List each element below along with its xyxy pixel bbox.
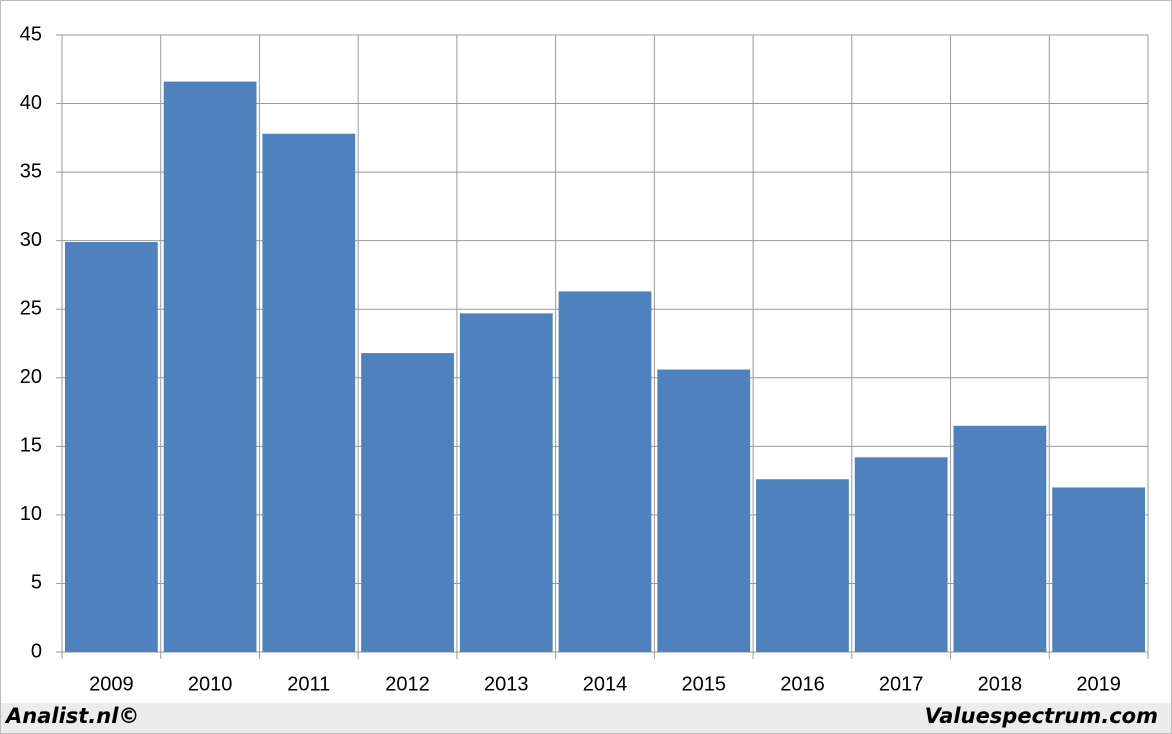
y-tick-label: 15 — [20, 435, 42, 457]
x-tick-label: 2010 — [188, 673, 233, 695]
bar — [1052, 487, 1146, 652]
x-tick-label: 2011 — [287, 673, 330, 695]
y-tick-label: 35 — [20, 160, 42, 182]
x-tick-label: 2014 — [583, 673, 628, 695]
bar — [163, 81, 257, 652]
bar — [361, 353, 454, 652]
x-tick-label: 2018 — [978, 673, 1023, 695]
x-tick-label: 2012 — [385, 673, 430, 695]
y-tick-label: 40 — [20, 92, 42, 114]
bar — [459, 313, 553, 652]
bar — [657, 369, 751, 652]
x-tick-label: 2009 — [89, 673, 134, 695]
bar — [558, 291, 652, 652]
bar — [854, 457, 948, 652]
x-tick-label: 2016 — [780, 673, 825, 695]
bar — [953, 425, 1047, 652]
y-tick-label: 45 — [20, 23, 42, 45]
bar — [756, 479, 849, 652]
y-tick-label: 0 — [31, 640, 42, 662]
bar — [262, 133, 356, 653]
x-tick-label: 2017 — [879, 673, 924, 695]
y-tick-label: 5 — [31, 572, 42, 594]
y-tick-label: 25 — [20, 298, 42, 320]
footer-right: Valuespectrum.com — [925, 704, 1158, 728]
x-tick-label: 2013 — [484, 673, 529, 695]
bar — [64, 242, 158, 652]
footer-band — [1, 703, 1171, 733]
x-tick-label: 2019 — [1076, 673, 1121, 695]
y-tick-label: 10 — [20, 503, 42, 525]
x-tick-label: 2015 — [681, 673, 726, 695]
y-tick-label: 20 — [20, 366, 42, 388]
footer-left: Analist.nl© — [4, 704, 139, 728]
y-tick-label: 30 — [20, 229, 42, 251]
